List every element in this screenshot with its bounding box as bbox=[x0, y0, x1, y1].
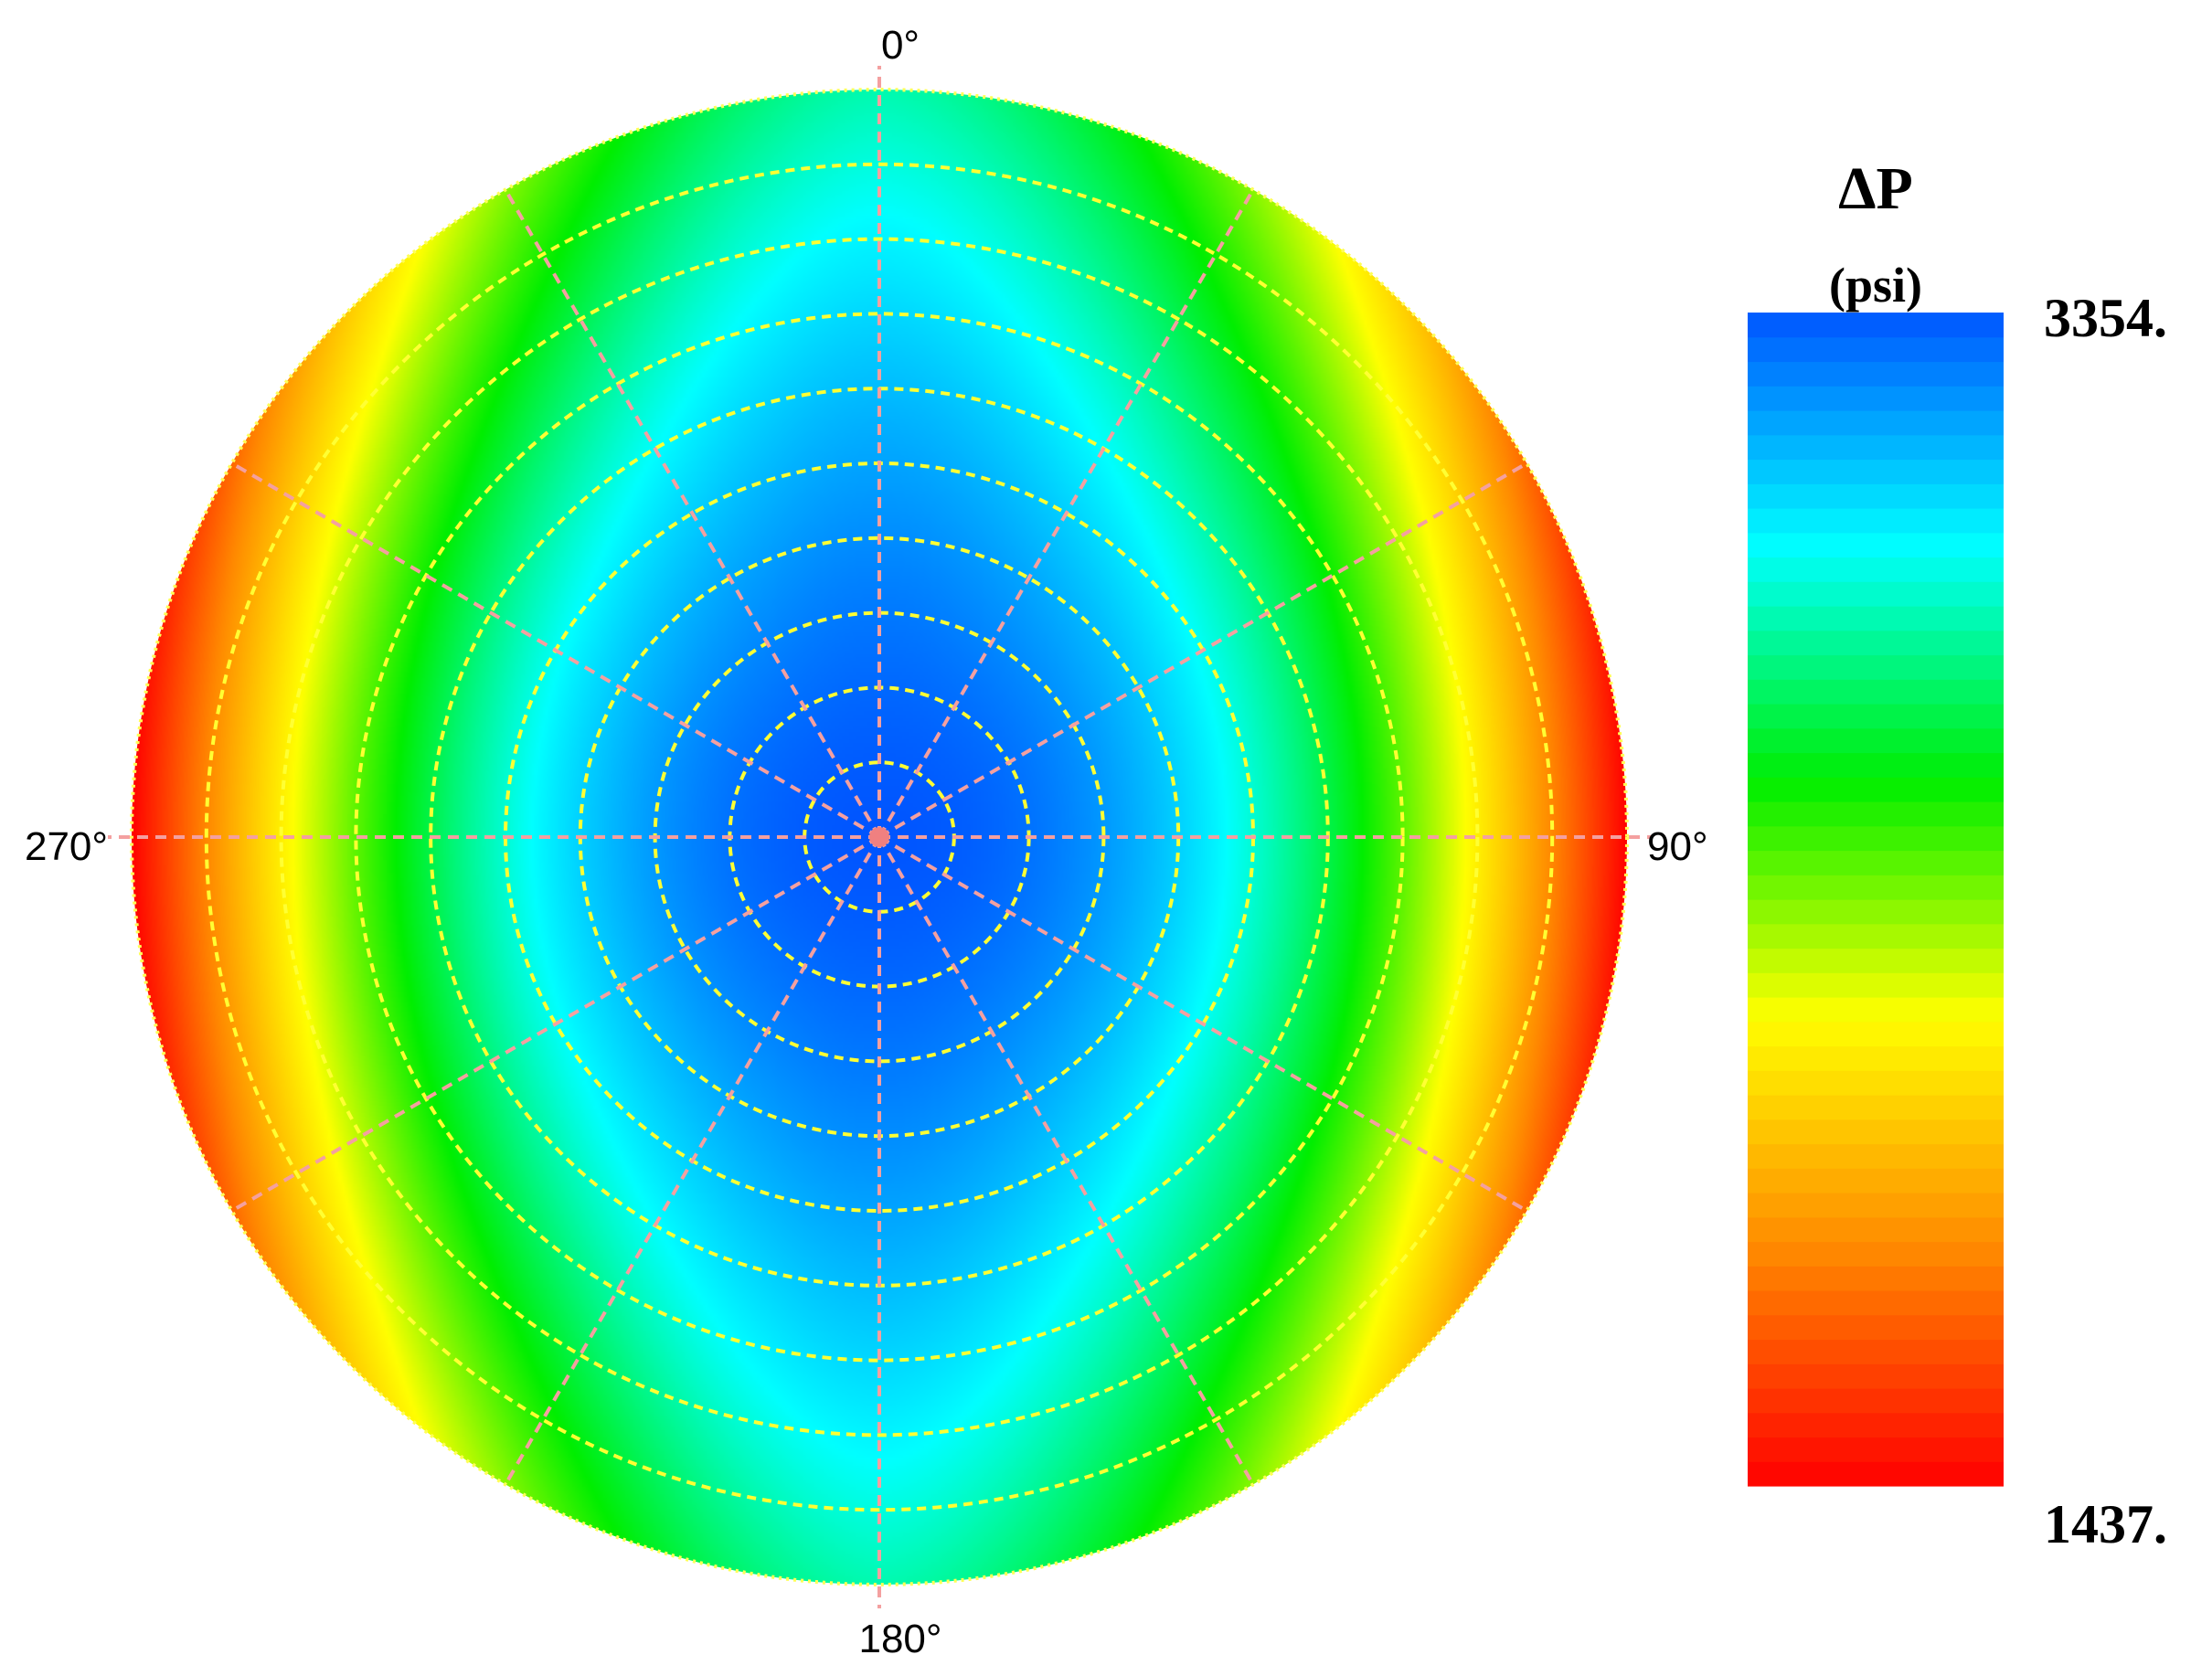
angle-label-90: 90° bbox=[1647, 824, 1708, 869]
colorbar-step bbox=[1748, 581, 2004, 607]
colorbar-step bbox=[1748, 801, 2004, 827]
grid-spoke-120 bbox=[877, 835, 1528, 1213]
colorbar-step bbox=[1748, 606, 2004, 631]
grid-spoke-60 bbox=[877, 461, 1528, 839]
colorbar-step bbox=[1748, 1193, 2004, 1218]
colorbar-step bbox=[1748, 923, 2004, 949]
colorbar-step bbox=[1748, 1045, 2004, 1071]
colorbar-step bbox=[1748, 483, 2004, 509]
colorbar-step bbox=[1748, 1314, 2004, 1341]
grid-spoke-150 bbox=[877, 835, 1255, 1486]
colorbar-step bbox=[1748, 532, 2004, 558]
colorbar-step bbox=[1748, 1095, 2004, 1120]
grid-ring bbox=[354, 312, 1405, 1363]
colorbar-step bbox=[1748, 654, 2004, 680]
colorbar-step bbox=[1748, 1216, 2004, 1243]
colorbar-step bbox=[1748, 1363, 2004, 1389]
colorbar-step bbox=[1748, 313, 2004, 338]
angular-grid-spokes bbox=[108, 66, 1651, 1608]
colorbar-step bbox=[1748, 508, 2004, 534]
colorbar-step bbox=[1748, 386, 2004, 411]
colorbar-step bbox=[1748, 875, 2004, 900]
colorbar-step bbox=[1748, 825, 2004, 852]
colorbar-unit: (psi) bbox=[1829, 258, 1922, 313]
colorbar-step bbox=[1748, 459, 2004, 484]
colorbar-max-label: 3354. bbox=[2044, 288, 2167, 348]
pole-center-dot bbox=[869, 827, 889, 847]
colorbar-step bbox=[1748, 410, 2004, 436]
colorbar-min-label: 1437. bbox=[2044, 1494, 2167, 1554]
colorbar-step bbox=[1748, 1266, 2004, 1291]
colorbar-step bbox=[1748, 948, 2004, 973]
colorbar-step bbox=[1748, 1021, 2004, 1047]
colorbar-step bbox=[1748, 997, 2004, 1023]
colorbar-step bbox=[1748, 1143, 2004, 1169]
colorbar: ΔP (psi) 3354. 1437. bbox=[1748, 155, 2167, 1554]
colorbar-step bbox=[1748, 1339, 2004, 1364]
grid-spoke-330 bbox=[504, 188, 881, 839]
colorbar-step bbox=[1748, 336, 2004, 363]
colorbar-step bbox=[1748, 557, 2004, 582]
colorbar-step bbox=[1748, 1168, 2004, 1193]
grid-spoke-210 bbox=[504, 835, 881, 1486]
angle-label-270: 270° bbox=[25, 824, 108, 869]
colorbar-step bbox=[1748, 899, 2004, 925]
colorbar-step bbox=[1748, 1119, 2004, 1145]
colorbar-step bbox=[1748, 777, 2004, 802]
colorbar-step bbox=[1748, 752, 2004, 778]
colorbar-title: ΔP bbox=[1838, 155, 1913, 222]
colorbar-step bbox=[1748, 972, 2004, 998]
colorbar-step bbox=[1748, 704, 2004, 729]
grid-ring bbox=[204, 162, 1555, 1512]
angle-label-0: 0° bbox=[881, 23, 920, 68]
grid-ring bbox=[279, 237, 1480, 1437]
colorbar-step bbox=[1748, 1070, 2004, 1096]
angle-label-180: 180° bbox=[858, 1617, 941, 1661]
colorbar-step bbox=[1748, 1437, 2004, 1462]
colorbar-step bbox=[1748, 361, 2004, 387]
colorbar-scale bbox=[1748, 313, 2004, 1487]
grid-spoke-300 bbox=[230, 461, 881, 839]
colorbar-step bbox=[1748, 679, 2004, 705]
colorbar-step bbox=[1748, 1388, 2004, 1414]
grid-spoke-30 bbox=[877, 188, 1255, 839]
colorbar-step bbox=[1748, 727, 2004, 754]
colorbar-step bbox=[1748, 1290, 2004, 1316]
colorbar-step bbox=[1748, 1412, 2004, 1438]
colorbar-step bbox=[1748, 434, 2004, 461]
grid-spoke-240 bbox=[230, 835, 881, 1213]
colorbar-step bbox=[1748, 1461, 2004, 1487]
colorbar-step bbox=[1748, 1241, 2004, 1267]
colorbar-step bbox=[1748, 630, 2004, 656]
polar-outer-rim bbox=[130, 88, 1629, 1586]
colorbar-step bbox=[1748, 850, 2004, 875]
